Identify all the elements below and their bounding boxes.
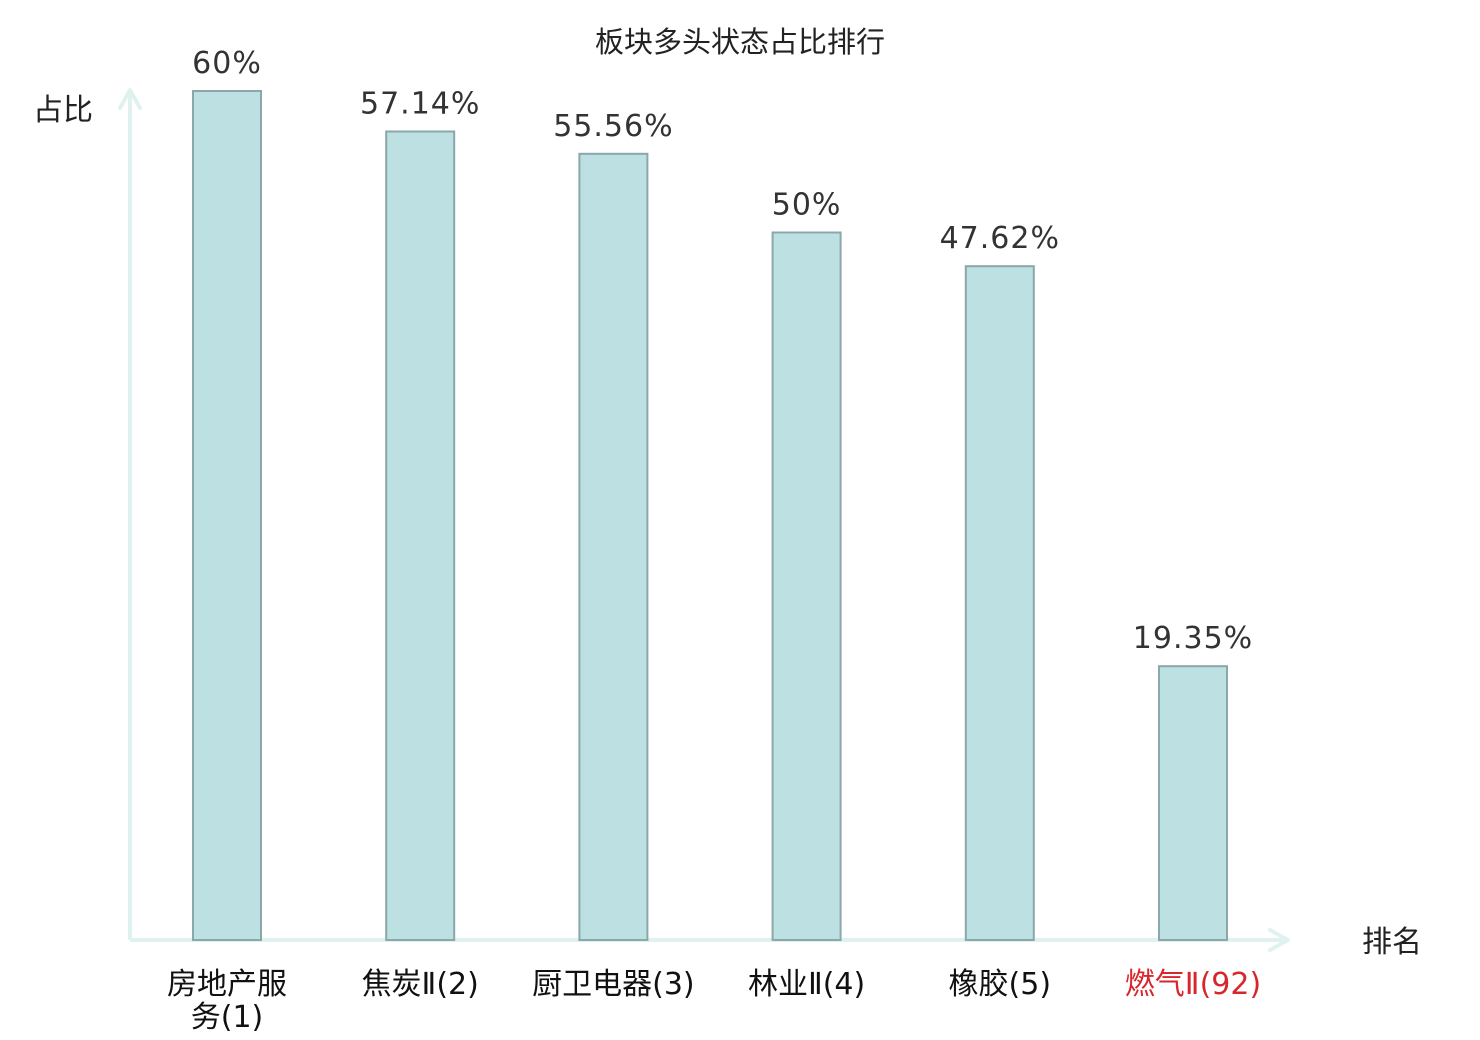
axes <box>118 88 1290 952</box>
category-label: 厨卫电器(3) <box>532 967 695 1002</box>
y-axis-label: 占比 <box>33 93 93 128</box>
category-label: 房地产服务(1) <box>167 967 287 1035</box>
category-label-line: 林业Ⅱ(4) <box>748 967 865 1002</box>
bar <box>1158 665 1228 941</box>
bar-value-label: 55.56% <box>553 109 673 144</box>
bar <box>192 90 262 941</box>
category-label-line: 焦炭Ⅱ(2) <box>362 967 479 1002</box>
category-label: 燃气Ⅱ(92) <box>1125 967 1261 1002</box>
bar <box>578 152 649 942</box>
bar-value-label: 47.62% <box>940 221 1060 256</box>
bar <box>771 231 842 941</box>
category-label: 林业Ⅱ(4) <box>748 967 865 1002</box>
bar-value-label: 60% <box>192 46 262 81</box>
x-axis-arrowhead <box>1268 928 1290 952</box>
category-label-line: 厨卫电器(3) <box>532 967 695 1002</box>
bar <box>964 265 1035 941</box>
category-label-line: 橡胶(5) <box>949 967 1052 1002</box>
bar <box>385 130 456 941</box>
bar-value-label: 57.14% <box>360 87 480 122</box>
category-label-line: 房地产服 <box>167 967 287 1002</box>
category-label: 焦炭Ⅱ(2) <box>362 967 479 1002</box>
bar-value-label: 19.35% <box>1133 621 1253 656</box>
y-axis-arrowhead <box>118 88 142 110</box>
x-axis-label: 排名 <box>1362 925 1422 960</box>
chart-title: 板块多头状态占比排行 <box>595 25 885 59</box>
category-label-line: 燃气Ⅱ(92) <box>1125 967 1261 1002</box>
bar-value-label: 50% <box>772 188 842 223</box>
value-labels-group: 60% 57.14% 55.56% 50% 47.62% 19.35% <box>192 46 1253 656</box>
category-labels-group: 房地产服务(1) 焦炭Ⅱ(2) 厨卫电器(3) 林业Ⅱ(4) 橡胶(5) 燃气Ⅱ(92) <box>167 967 1261 1035</box>
category-label: 橡胶(5) <box>949 967 1052 1002</box>
bars-group <box>192 90 1228 942</box>
category-label-line: 务(1) <box>191 1000 264 1035</box>
